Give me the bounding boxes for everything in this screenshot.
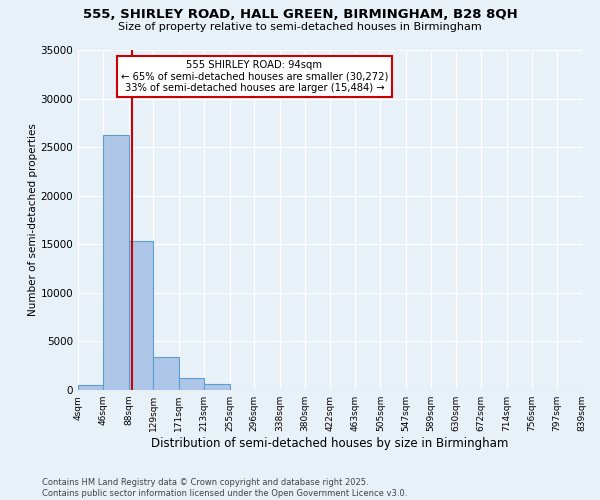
- X-axis label: Distribution of semi-detached houses by size in Birmingham: Distribution of semi-detached houses by …: [151, 437, 509, 450]
- Bar: [154, 357, 179, 390]
- Text: Size of property relative to semi-detached houses in Birmingham: Size of property relative to semi-detach…: [118, 22, 482, 32]
- Bar: [129, 242, 154, 390]
- Bar: [78, 385, 103, 390]
- Text: 555, SHIRLEY ROAD, HALL GREEN, BIRMINGHAM, B28 8QH: 555, SHIRLEY ROAD, HALL GREEN, BIRMINGHA…: [83, 8, 517, 20]
- Bar: [204, 384, 230, 390]
- Bar: [179, 378, 204, 390]
- Bar: [103, 136, 129, 390]
- Text: Contains HM Land Registry data © Crown copyright and database right 2025.
Contai: Contains HM Land Registry data © Crown c…: [42, 478, 407, 498]
- Text: 555 SHIRLEY ROAD: 94sqm
← 65% of semi-detached houses are smaller (30,272)
33% o: 555 SHIRLEY ROAD: 94sqm ← 65% of semi-de…: [121, 60, 388, 94]
- Y-axis label: Number of semi-detached properties: Number of semi-detached properties: [28, 124, 38, 316]
